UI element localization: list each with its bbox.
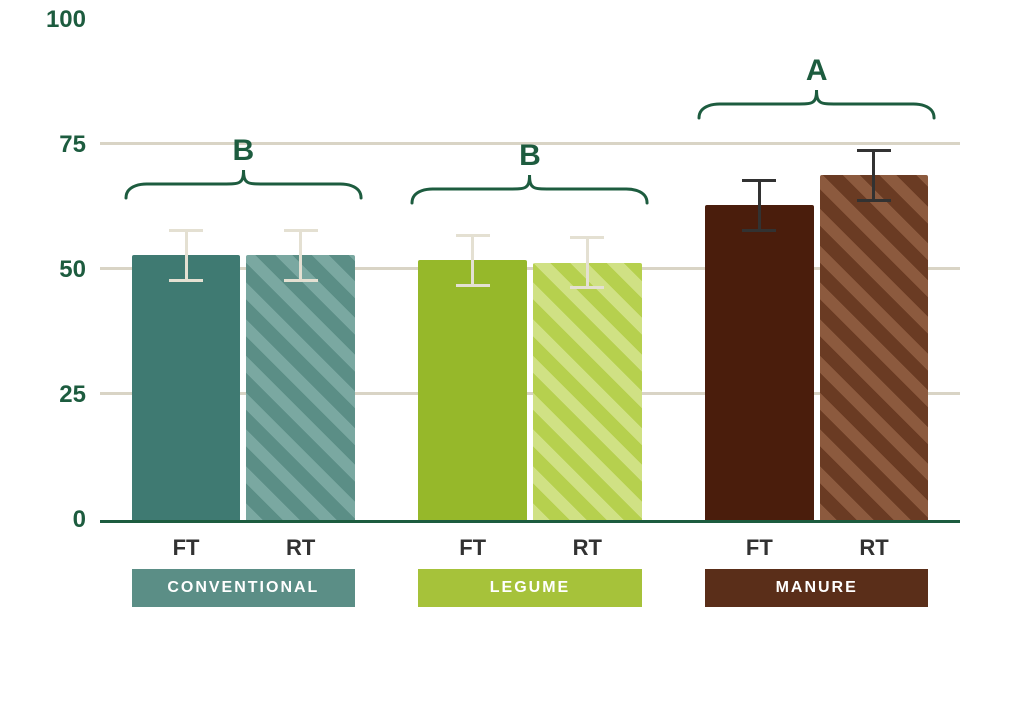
- y-tick-label: 75: [59, 131, 86, 159]
- soil-health-bar-chart: SOIL HEALTH SCORE 0255075100BBA FTRTFTRT…: [100, 20, 960, 607]
- x-axis-group: FTRT: [673, 523, 960, 561]
- x-axis-group: FTRT: [387, 523, 674, 561]
- bars-container: [100, 20, 960, 520]
- x-tick-label: FT: [132, 535, 241, 561]
- x-axis-labels-row: FTRTFTRTFTRT: [100, 523, 960, 561]
- legend-box: LEGUME: [418, 569, 642, 607]
- plot-area: 0255075100BBA: [100, 20, 960, 523]
- legend-box: CONVENTIONAL: [132, 569, 356, 607]
- bar: [820, 175, 929, 520]
- bar: [418, 260, 527, 520]
- legend-group: LEGUME: [387, 569, 674, 607]
- bar: [246, 255, 355, 520]
- y-tick-label: 100: [46, 6, 86, 34]
- y-tick-label: 25: [59, 381, 86, 409]
- bar-group: [673, 20, 960, 520]
- x-tick-label: RT: [246, 535, 355, 561]
- group-legend-row: CONVENTIONAL LEGUME MANURE: [100, 569, 960, 607]
- x-tick-label: FT: [418, 535, 527, 561]
- bar-group: [100, 20, 387, 520]
- x-tick-label: RT: [533, 535, 642, 561]
- x-tick-label: FT: [705, 535, 814, 561]
- x-tick-label: RT: [820, 535, 929, 561]
- x-axis-group: FTRT: [100, 523, 387, 561]
- bar-group: [387, 20, 674, 520]
- bar: [705, 205, 814, 520]
- bar: [132, 255, 241, 520]
- legend-group: MANURE: [673, 569, 960, 607]
- legend-group: CONVENTIONAL: [100, 569, 387, 607]
- y-tick-label: 50: [59, 256, 86, 284]
- legend-box: MANURE: [705, 569, 929, 607]
- y-tick-label: 0: [73, 506, 86, 534]
- bar: [533, 263, 642, 521]
